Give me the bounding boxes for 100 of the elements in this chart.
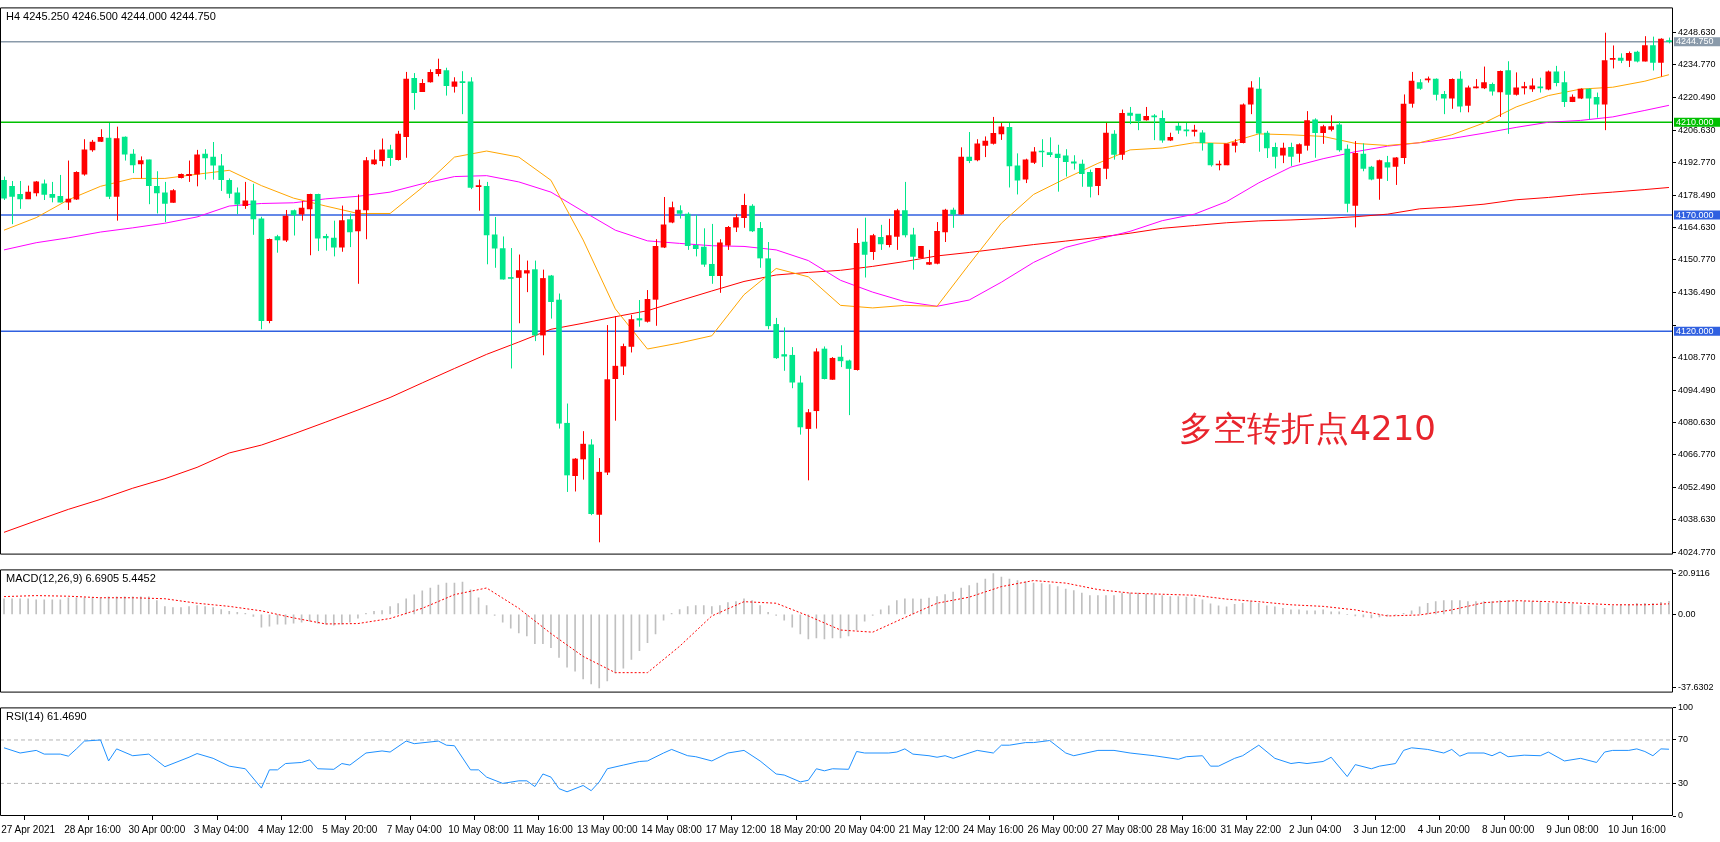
y-tick-label: 4192.770: [1678, 156, 1716, 167]
chart-title: H4 4245.250 4246.500 4244.000 4244.750: [6, 10, 216, 23]
y-tick-label: 4052.490: [1678, 482, 1716, 493]
candlestick: [387, 144, 393, 167]
candlestick: [1642, 35, 1648, 62]
x-tick-label: 4 Jun 20:00: [1417, 823, 1471, 835]
x-tick-label: 3 Jun 12:00: [1353, 823, 1406, 835]
candlestick: [1111, 129, 1117, 161]
x-tick-label: 10 Jun 16:00: [1607, 823, 1667, 835]
candlestick: [1, 176, 7, 201]
candlestick: [1199, 129, 1206, 152]
candlestick: [290, 209, 297, 237]
x-tick-label: 31 May 22:00: [1220, 823, 1282, 835]
x-tick-label: 2 Jun 04:00: [1288, 823, 1342, 835]
candlestick: [210, 141, 216, 181]
y-tick-label: 0: [1678, 810, 1684, 821]
x-tick-label: 27 May 08:00: [1091, 823, 1153, 835]
x-tick-label: 8 Jun 00:00: [1481, 823, 1535, 835]
candlestick: [1054, 144, 1061, 193]
x-tick-label: 26 May 00:00: [1027, 823, 1089, 835]
candlestick: [355, 193, 361, 285]
x-tick-label: 9 Jun 08:00: [1546, 823, 1600, 835]
candlestick: [942, 208, 948, 243]
candlestick: [1561, 70, 1568, 108]
x-tick-label: 11 May 16:00: [512, 823, 574, 835]
y-tick-label: 30: [1678, 777, 1689, 788]
candlestick: [1497, 70, 1503, 118]
candlestick: [1272, 142, 1278, 169]
candlestick: [379, 138, 385, 167]
candlestick: [1513, 71, 1519, 97]
candlestick: [1078, 159, 1085, 188]
x-tick-label: 27 Apr 2021: [1, 823, 56, 835]
candlestick: [1062, 148, 1069, 178]
candlestick: [974, 138, 981, 162]
x-tick-label: 21 May 12:00: [898, 823, 960, 835]
candlestick: [845, 359, 852, 416]
candlestick: [57, 174, 64, 203]
x-tick-label: 30 Apr 00:00: [128, 823, 186, 835]
x-tick-label: 17 May 12:00: [705, 823, 767, 835]
candlestick: [41, 179, 48, 201]
candlestick: [347, 212, 353, 248]
annotation: 多空转折点4210: [1179, 407, 1436, 448]
y-tick-label: 4150.770: [1678, 254, 1716, 265]
candlestick: [612, 315, 619, 422]
ref-line-label: 4244.750: [1676, 36, 1714, 47]
candlestick: [202, 148, 208, 181]
ref-line-label: 4120.000: [1676, 325, 1714, 336]
y-tick-label: 4108.770: [1678, 351, 1716, 362]
candlestick: [781, 326, 788, 372]
y-tick-label: 4206.630: [1678, 124, 1716, 135]
candlestick: [572, 457, 578, 492]
y-tick-label: -37.6302: [1678, 682, 1714, 693]
ref-line-label: 4210.000: [1676, 116, 1714, 127]
x-tick-label: 7 May 04:00: [386, 823, 443, 835]
y-tick-label: 4136.490: [1678, 287, 1716, 298]
candlestick: [910, 227, 916, 271]
chart-title: RSI(14) 61.4690: [6, 710, 87, 723]
candlestick: [1609, 44, 1616, 69]
x-tick-label: 20 May 04:00: [834, 823, 896, 835]
x-tick-label: 5 May 20:00: [322, 823, 378, 835]
y-tick-label: 4066.770: [1678, 449, 1716, 460]
x-tick-label: 3 May 04:00: [193, 823, 250, 835]
candlestick: [515, 254, 522, 324]
y-tick-label: 4248.630: [1678, 27, 1716, 38]
y-tick-label: 4038.630: [1678, 514, 1716, 525]
candlestick: [234, 186, 241, 215]
candlestick: [218, 153, 225, 192]
candlestick: [1448, 77, 1455, 110]
candlestick: [242, 181, 249, 210]
candlestick: [741, 193, 747, 229]
candlestick: [443, 67, 450, 97]
candlestick: [1046, 136, 1053, 158]
y-tick-label: 4094.490: [1678, 384, 1716, 395]
candlestick: [330, 220, 337, 257]
candlestick: [459, 70, 466, 115]
chart-title: MACD(12,26,9) 6.6905 5.4452: [6, 572, 156, 585]
y-tick-label: 70: [1678, 734, 1689, 745]
candlestick: [1280, 142, 1286, 164]
y-tick-label: 4024.770: [1678, 546, 1716, 557]
candlestick: [154, 170, 160, 214]
candlestick: [1263, 130, 1270, 159]
candlestick: [121, 135, 128, 162]
candlestick: [725, 225, 731, 251]
candlestick: [1159, 109, 1166, 144]
candlestick: [226, 177, 233, 199]
candlestick: [869, 233, 876, 261]
candlestick: [162, 181, 168, 223]
x-tick-label: 28 May 16:00: [1156, 823, 1218, 835]
y-tick-label: 4178.490: [1678, 189, 1716, 200]
candlestick: [1465, 85, 1471, 113]
candlestick: [1247, 80, 1254, 115]
candlestick: [580, 430, 586, 481]
candlestick: [1650, 36, 1656, 72]
candlestick: [137, 155, 144, 179]
candlestick: [1440, 90, 1447, 115]
candlestick: [9, 180, 15, 225]
candlestick: [1095, 167, 1101, 196]
x-tick-label: 10 May 08:00: [448, 823, 510, 835]
x-tick-label: 18 May 20:00: [770, 823, 832, 835]
candlestick: [990, 116, 997, 146]
